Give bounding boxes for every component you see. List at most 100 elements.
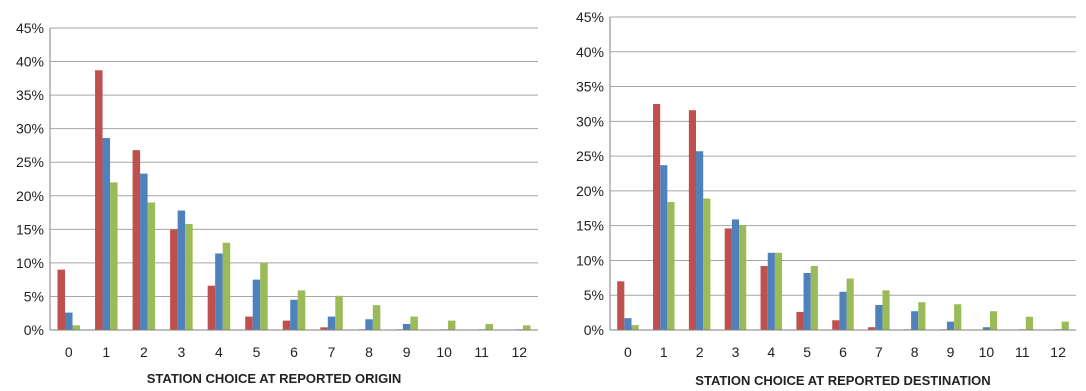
destination-bar-green [846, 278, 854, 330]
destination-bar-blue [911, 311, 919, 330]
origin-bar-blue [252, 279, 261, 330]
destination-x-tick-label: 10 [979, 344, 995, 360]
destination-bar-green [810, 266, 818, 330]
destination-bar-blue [731, 219, 740, 330]
origin-y-tick-label: 45% [16, 20, 44, 36]
origin-x-axis-title: STATION CHOICE AT REPORTED ORIGIN [147, 371, 401, 386]
origin-bar-blue [65, 312, 73, 330]
destination-y-tick-label: 5% [584, 287, 604, 303]
origin-bar-blue [327, 316, 336, 330]
origin-bar-red [245, 316, 253, 330]
destination-bar-green [739, 224, 747, 330]
origin-bar-green [522, 325, 531, 330]
origin-y-tick-label: 10% [16, 255, 44, 271]
destination-y-tick-label: 15% [576, 218, 604, 234]
destination-x-tick-label: 6 [839, 344, 847, 360]
origin-y-tick-label: 25% [16, 154, 44, 170]
origin-bar-green [447, 320, 456, 330]
origin-bar-green [222, 242, 231, 330]
origin-bar-red [320, 327, 328, 330]
destination-bar-blue [982, 327, 990, 330]
origin-bar-green [372, 305, 381, 330]
origin-x-tick-label: 0 [65, 344, 73, 360]
origin-bar-green [260, 262, 268, 330]
origin-x-tick-label: 10 [436, 344, 452, 360]
destination-y-tick-label: 30% [576, 113, 604, 129]
origin-x-tick-label: 3 [177, 344, 185, 360]
destination-bar-green [882, 290, 890, 330]
destination-bar-blue [803, 272, 811, 330]
destination-bar-blue [839, 291, 847, 330]
origin-x-tick-label: 7 [328, 344, 336, 360]
origin-bar-blue [402, 323, 411, 330]
origin-bar-green [185, 223, 193, 330]
origin-x-tick-label: 6 [290, 344, 298, 360]
destination-x-tick-label: 2 [696, 344, 704, 360]
origin-bar-red [57, 269, 66, 330]
destination-bar-red [653, 103, 661, 330]
destination-x-tick-label: 12 [1050, 344, 1066, 360]
origin-y-tick-label: 5% [24, 288, 44, 304]
destination-bar-red [868, 327, 876, 330]
origin-x-tick-label: 1 [102, 344, 110, 360]
destination-y-tick-label: 45% [576, 9, 604, 25]
origin-bar-blue [102, 138, 111, 330]
destination-y-tick-label: 0% [584, 322, 604, 338]
destination-y-tick-label: 25% [576, 148, 604, 164]
destination-bar-red [688, 110, 697, 331]
origin-bar-green [147, 202, 156, 330]
origin-bar-green [485, 323, 493, 330]
destination-bar-green [1061, 321, 1069, 330]
destination-x-tick-label: 4 [767, 344, 775, 360]
origin-y-tick-label: 0% [24, 322, 44, 338]
origin-bar-red [132, 150, 141, 330]
origin-x-tick-label: 5 [253, 344, 261, 360]
origin-y-tick-label: 15% [16, 221, 44, 237]
destination-x-tick-label: 5 [803, 344, 811, 360]
destination-bar-red [724, 228, 732, 330]
origin-bar-green [110, 182, 118, 330]
origin-bar-blue [290, 299, 298, 330]
origin-y-tick-label: 40% [16, 54, 44, 70]
destination-bar-green [1025, 316, 1033, 330]
destination-bar-green [667, 202, 675, 330]
origin-bar-red [207, 285, 216, 330]
destination-bar-blue [946, 321, 955, 330]
origin-y-tick-label: 30% [16, 121, 44, 137]
destination-bar-red [796, 311, 804, 330]
origin-x-tick-label: 9 [403, 344, 411, 360]
destination-y-tick-label: 10% [576, 252, 604, 268]
destination-x-tick-label: 11 [1015, 344, 1030, 360]
destination-bar-green [703, 198, 711, 330]
destination-bar-red [832, 320, 840, 330]
destination-x-axis-title: STATION CHOICE AT REPORTED DESTINATION [695, 373, 990, 388]
origin-bar-blue [215, 253, 223, 330]
origin-bar-blue [140, 173, 148, 330]
destination-bar-blue [696, 151, 704, 330]
destination-bar-blue [660, 165, 668, 330]
destination-x-tick-label: 8 [911, 344, 919, 360]
origin-bar-red [170, 229, 178, 330]
origin-bar-green [297, 290, 306, 330]
origin-bar-red [95, 70, 103, 330]
destination-bar-blue [875, 304, 883, 330]
origin-bar-red [282, 320, 291, 330]
destination-y-tick-label: 20% [576, 183, 604, 199]
origin-x-tick-label: 12 [511, 344, 527, 360]
origin-y-tick-label: 35% [16, 87, 44, 103]
origin-y-tick-label: 20% [16, 188, 44, 204]
destination-bar-green [989, 311, 998, 330]
origin-bar-blue [177, 210, 186, 330]
destination-x-tick-label: 0 [624, 344, 632, 360]
destination-bar-blue [624, 318, 632, 330]
destination-bar-blue [767, 252, 775, 330]
destination-bar-green [774, 252, 783, 330]
destination-bar-red [760, 266, 768, 330]
origin-x-tick-label: 11 [474, 344, 489, 360]
destination-chart: 0%5%10%15%20%25%30%35%40%45%0 1 2 3 4 5 6 7 8 9 10… [576, 9, 1076, 388]
destination-bar-green [918, 302, 926, 330]
destination-x-tick-label: 7 [875, 344, 883, 360]
destination-bar-green [954, 304, 962, 330]
origin-bar-green [410, 316, 418, 330]
